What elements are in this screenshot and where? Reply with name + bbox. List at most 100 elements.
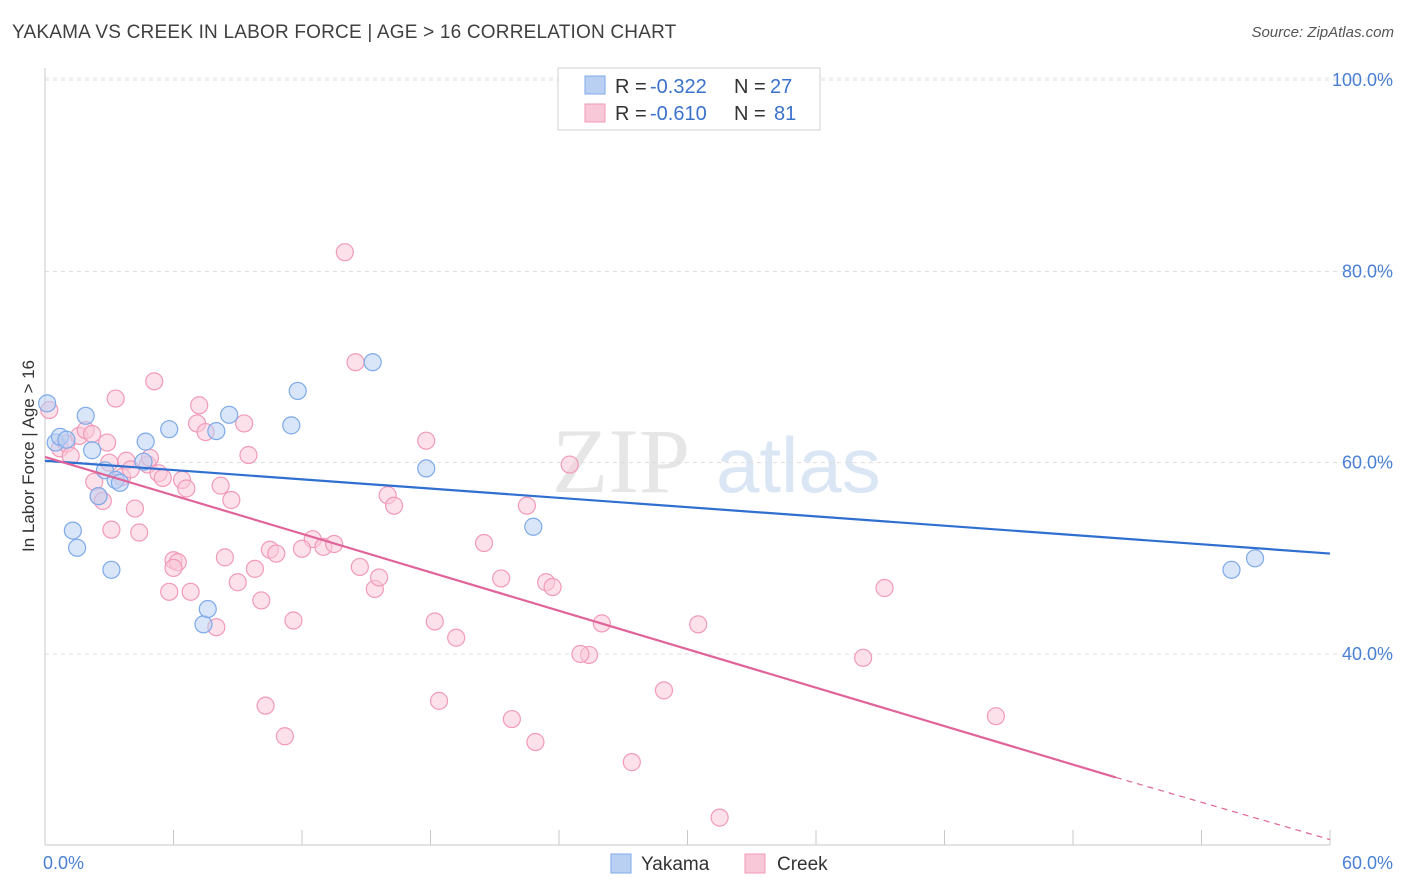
creek-point	[417, 431, 436, 450]
creek-point	[222, 490, 241, 510]
yakama-point	[524, 517, 543, 536]
yakama-trend-line	[44, 459, 1331, 555]
yakama-r-label: R =	[615, 76, 647, 98]
watermark-atlas: atlas	[716, 421, 881, 509]
y-tick-label: 40.0%	[1342, 644, 1393, 664]
creek-point	[190, 396, 209, 415]
creek-point	[211, 476, 230, 495]
x-ticks	[44, 830, 1331, 845]
y-tick-labels: 40.0% 60.0% 80.0% 100.0%	[1332, 70, 1393, 664]
creek-point	[267, 544, 286, 563]
yakama-point	[76, 406, 95, 425]
creek-point	[986, 707, 1006, 726]
yakama-legend-swatch	[584, 75, 606, 95]
yakama-point	[38, 394, 57, 413]
yakama-point	[417, 459, 436, 478]
yakama-point	[282, 416, 301, 435]
creek-point	[145, 372, 164, 391]
creek-point	[256, 696, 275, 715]
yakama-point	[288, 381, 307, 401]
yakama-point	[207, 421, 226, 441]
yakama-point	[134, 452, 153, 471]
yakama-point	[1245, 549, 1265, 568]
yakama-n-value: 27	[770, 76, 792, 98]
x-tick-label-min: 0.0%	[43, 853, 84, 873]
creek-n-value: 81	[774, 103, 796, 125]
y-tick-label: 100.0%	[1332, 70, 1393, 90]
creek-r-label: R =	[615, 103, 647, 125]
creek-point	[106, 389, 125, 408]
creek-point	[875, 578, 894, 598]
creek-point	[102, 520, 121, 539]
creek-point	[654, 681, 674, 700]
creek-point	[543, 577, 562, 597]
yakama-n-label: N =	[734, 76, 766, 98]
yakama-point	[160, 420, 179, 439]
creek-point	[125, 499, 145, 518]
creek-point	[350, 557, 369, 577]
y-axis-label: In Labor Force | Age > 16	[19, 360, 38, 552]
yakama-point	[136, 432, 155, 451]
yakama-point	[1222, 560, 1241, 579]
creek-point	[560, 455, 579, 474]
creek-point	[370, 568, 389, 587]
creek-point	[346, 353, 365, 372]
y-tick-label: 80.0%	[1342, 261, 1393, 281]
creek-bottom-swatch	[744, 853, 766, 874]
yakama-r-value: -0.322	[650, 76, 707, 98]
creek-point	[275, 727, 294, 746]
creek-point	[571, 644, 590, 664]
yakama-point	[63, 521, 82, 540]
yakama-bottom-swatch	[610, 853, 632, 874]
yakama-point	[68, 538, 87, 557]
creek-point	[384, 496, 404, 515]
creek-point	[854, 648, 873, 667]
creek-point	[215, 548, 234, 567]
yakama-point	[220, 405, 239, 424]
creek-point	[292, 539, 312, 558]
chart-source: Source: ZipAtlas.com	[1251, 24, 1394, 41]
creek-point	[517, 496, 536, 515]
creek-point	[335, 243, 354, 262]
creek-point	[710, 808, 729, 827]
creek-points	[40, 243, 1006, 827]
creek-point	[235, 414, 254, 433]
stats-legend: R = -0.322 N = 27 R = -0.610 N = 81	[557, 67, 821, 131]
creek-point	[239, 445, 258, 465]
yakama-point	[363, 353, 382, 372]
creek-point	[474, 533, 494, 553]
creek-point	[429, 691, 449, 710]
creek-point	[153, 468, 172, 488]
creek-n-label: N =	[734, 103, 766, 125]
yakama-point	[198, 599, 217, 619]
creek-point	[252, 591, 271, 610]
x-tick-label-max: 60.0%	[1342, 853, 1393, 873]
creek-trend-extension	[1115, 776, 1331, 841]
series-legend: Yakama Creek	[610, 853, 828, 875]
creek-point	[526, 732, 545, 752]
creek-point	[622, 753, 641, 772]
y-tick-label: 60.0%	[1342, 453, 1393, 473]
creek-legend-label: Creek	[777, 854, 828, 875]
creek-point	[181, 582, 200, 601]
creek-point	[83, 424, 102, 444]
creek-point	[502, 709, 521, 729]
yakama-point	[102, 560, 121, 579]
creek-point	[130, 523, 149, 542]
creek-point	[284, 611, 303, 630]
creek-point	[177, 479, 196, 498]
creek-point	[98, 433, 117, 452]
creek-point	[689, 615, 708, 634]
yakama-points	[38, 353, 1265, 634]
yakama-point	[89, 487, 108, 506]
creek-trend-line	[44, 455, 1117, 779]
creek-point	[425, 612, 444, 631]
creek-point	[160, 582, 179, 601]
creek-point	[492, 569, 511, 588]
yakama-point	[83, 441, 102, 460]
yakama-point	[194, 615, 213, 634]
creek-point	[447, 628, 466, 647]
creek-point	[228, 573, 247, 592]
yakama-point	[57, 430, 76, 449]
yakama-legend-label: Yakama	[641, 854, 710, 875]
